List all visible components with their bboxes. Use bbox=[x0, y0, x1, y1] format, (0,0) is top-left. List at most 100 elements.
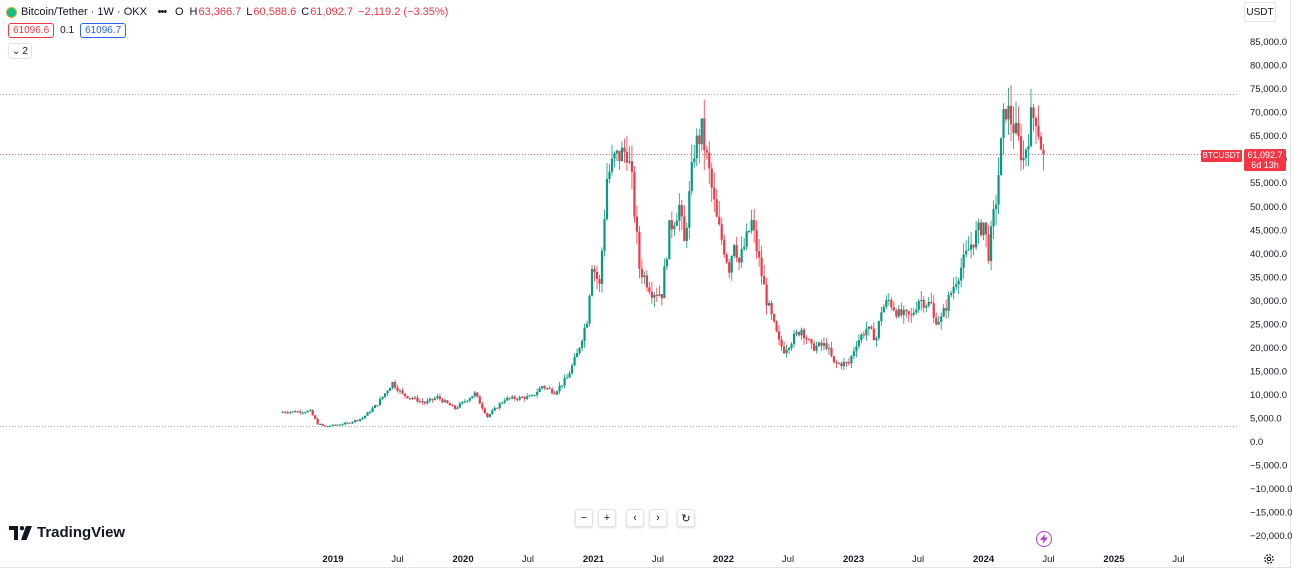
candle-body bbox=[685, 227, 688, 241]
candle-body bbox=[927, 301, 930, 306]
candle-body bbox=[705, 150, 708, 153]
y-axis-tick-label: 70,000.0 bbox=[1250, 108, 1287, 119]
lightning-icon[interactable] bbox=[1036, 531, 1052, 547]
candle-body bbox=[408, 398, 412, 400]
candle-body bbox=[344, 422, 347, 425]
x-axis-tick-label: Jul bbox=[1042, 554, 1054, 565]
candle-body bbox=[426, 400, 429, 404]
candle-body bbox=[795, 332, 798, 334]
candle-body bbox=[403, 393, 407, 396]
zoom-in-button[interactable]: + bbox=[598, 509, 616, 527]
y-axis-tick-label: −5,000.0 bbox=[1250, 461, 1287, 472]
candle-body bbox=[453, 405, 456, 409]
candle-body bbox=[920, 299, 923, 301]
tradingview-logo[interactable]: TradingView bbox=[9, 524, 125, 541]
candle-body bbox=[536, 392, 539, 396]
candle-body bbox=[546, 388, 549, 390]
candle-body bbox=[618, 150, 621, 162]
candle-body bbox=[947, 295, 950, 311]
candle-body bbox=[999, 138, 1003, 176]
candle-body bbox=[880, 312, 883, 322]
y-axis-tick-label: 80,000.0 bbox=[1250, 61, 1287, 72]
candle-body bbox=[458, 403, 461, 408]
candle-body bbox=[294, 411, 297, 413]
candle-body bbox=[468, 398, 471, 401]
y-axis-tick-label: 15,000.0 bbox=[1250, 366, 1287, 377]
candle-body bbox=[670, 220, 673, 230]
candle-body bbox=[309, 410, 312, 412]
scroll-right-button[interactable]: › bbox=[649, 509, 667, 527]
candle-body bbox=[655, 294, 658, 296]
candle-body bbox=[725, 254, 728, 263]
candle-body bbox=[797, 332, 801, 336]
candle-body bbox=[541, 386, 544, 389]
sell-button[interactable]: 61096.6 bbox=[8, 23, 55, 38]
candle-body bbox=[690, 162, 693, 192]
candle-body bbox=[810, 339, 813, 344]
y-axis-tick-label: −10,000.0 bbox=[1250, 484, 1292, 495]
candle-body bbox=[378, 399, 382, 406]
candle-body bbox=[585, 323, 589, 328]
candle-body bbox=[723, 239, 726, 255]
dots-horizontal-icon[interactable]: ••• bbox=[157, 6, 168, 18]
candle-body bbox=[371, 408, 374, 412]
candle-body bbox=[471, 396, 474, 399]
candle-body bbox=[720, 224, 723, 240]
candle-body bbox=[610, 158, 614, 172]
candle-body bbox=[665, 259, 668, 267]
candle-body bbox=[336, 424, 339, 426]
candle-body bbox=[842, 362, 846, 367]
candle-body bbox=[640, 268, 644, 278]
x-axis-tick-label: 2020 bbox=[452, 554, 473, 565]
scroll-left-button[interactable]: ‹ bbox=[626, 509, 644, 527]
y-axis-tick-label: 30,000.0 bbox=[1250, 296, 1287, 307]
candle-body bbox=[822, 343, 826, 346]
symbol-title[interactable]: Bitcoin/Tether · 1W · OKX bbox=[21, 6, 147, 18]
candle-body bbox=[314, 415, 317, 420]
candle-body bbox=[528, 395, 531, 397]
buy-button[interactable]: 61096.7 bbox=[80, 23, 127, 38]
candle-body bbox=[324, 425, 327, 427]
candle-body bbox=[832, 356, 836, 363]
candle-body bbox=[835, 362, 838, 364]
candle-body bbox=[852, 351, 856, 356]
candle-body bbox=[563, 378, 566, 386]
candle-body bbox=[952, 286, 955, 294]
indicators-toggle[interactable]: ⌄ 2 bbox=[8, 43, 32, 59]
candle-body bbox=[875, 338, 878, 341]
tradingview-mark-icon bbox=[9, 525, 32, 540]
candle-body bbox=[573, 357, 576, 366]
symbol-price-badge: BTCUSDT bbox=[1201, 150, 1242, 162]
candle-body bbox=[433, 398, 437, 400]
gear-icon[interactable] bbox=[1263, 553, 1275, 565]
candle-body bbox=[486, 413, 489, 417]
candle-body bbox=[912, 312, 915, 315]
candle-body bbox=[882, 306, 885, 313]
y-axis-tick-label: −15,000.0 bbox=[1250, 508, 1292, 519]
candle-body bbox=[1039, 136, 1043, 150]
zoom-out-button[interactable]: − bbox=[575, 509, 593, 527]
candle-body bbox=[972, 244, 975, 248]
candle-body bbox=[503, 400, 506, 403]
candle-body bbox=[376, 405, 379, 407]
y-axis-tick-label: 65,000.0 bbox=[1250, 131, 1287, 142]
candle-body bbox=[658, 294, 661, 296]
currency-button[interactable]: USDT bbox=[1244, 2, 1276, 22]
candle-body bbox=[398, 390, 402, 392]
candle-body bbox=[815, 345, 818, 351]
candle-body bbox=[680, 204, 683, 217]
bar-countdown: 6d 13h bbox=[1251, 160, 1279, 170]
candle-body bbox=[790, 344, 793, 349]
candle-body bbox=[1004, 108, 1008, 120]
candle-body bbox=[625, 151, 629, 163]
reset-chart-button[interactable]: ↻ bbox=[677, 509, 695, 527]
candle-body bbox=[728, 262, 731, 273]
candle-body bbox=[341, 424, 344, 426]
y-axis-tick-label: 50,000.0 bbox=[1250, 202, 1287, 213]
open-item: O bbox=[175, 6, 185, 18]
candle-body bbox=[955, 284, 958, 287]
candle-body bbox=[1042, 149, 1045, 155]
candle-body bbox=[957, 280, 960, 285]
plus-icon: + bbox=[603, 512, 611, 524]
